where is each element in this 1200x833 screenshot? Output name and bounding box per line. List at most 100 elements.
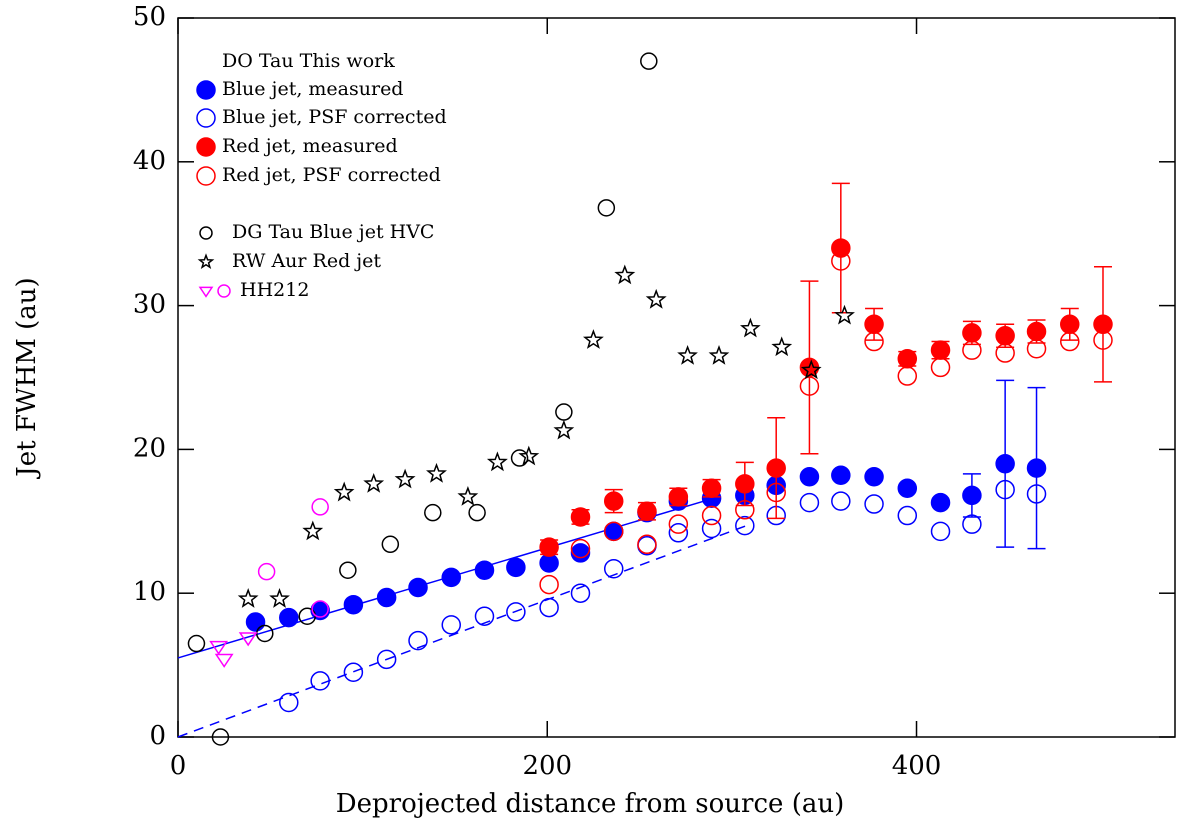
circle-marker	[831, 251, 851, 271]
circle-marker	[637, 501, 657, 521]
circle-marker	[1060, 314, 1080, 335]
star-marker	[834, 304, 855, 325]
circle-marker	[279, 692, 299, 713]
circle-marker	[962, 323, 982, 343]
star-marker	[677, 344, 698, 365]
circle-marker	[1026, 338, 1047, 359]
circle-marker	[962, 340, 982, 360]
circle-marker	[1093, 330, 1113, 350]
legend-label: Blue jet, PSF corrected	[222, 106, 447, 128]
circle-marker	[570, 583, 591, 603]
circle-marker	[668, 523, 689, 543]
y-tick-label: 50	[133, 2, 166, 32]
circle-marker	[668, 487, 689, 507]
star-marker	[582, 329, 604, 349]
legend-label: Red jet, measured	[222, 135, 398, 157]
circle-marker	[217, 284, 231, 298]
circle-marker	[603, 521, 624, 542]
circle-marker	[408, 630, 428, 651]
circle-marker	[962, 514, 982, 534]
circle-marker	[339, 561, 357, 579]
y-tick-label: 0	[149, 721, 166, 751]
circle-marker	[897, 366, 918, 386]
y-tick-label: 10	[133, 577, 166, 607]
circle-marker	[408, 577, 428, 598]
circle-marker	[897, 349, 918, 369]
circle-marker	[603, 559, 624, 579]
star-marker	[363, 472, 385, 493]
y-tick-label: 40	[133, 146, 166, 176]
circle-marker	[897, 505, 918, 526]
circle-marker	[831, 491, 851, 511]
circle-marker	[196, 166, 216, 186]
circle-marker	[381, 535, 400, 554]
circle-marker	[735, 474, 755, 494]
circle-marker	[995, 479, 1015, 500]
circle-marker	[897, 478, 918, 498]
circle-marker	[766, 458, 786, 478]
star-marker	[197, 253, 215, 270]
circle-marker	[995, 454, 1015, 474]
circle-marker	[1026, 458, 1047, 478]
circle-marker	[603, 491, 624, 511]
x-tick-label: 200	[522, 751, 572, 781]
circle-marker	[257, 562, 276, 581]
circle-marker	[930, 340, 951, 360]
circle-marker	[637, 535, 657, 556]
circle-marker	[376, 587, 397, 608]
circle-marker	[701, 478, 722, 498]
circle-marker	[196, 137, 216, 157]
legend-title: DO Tau This work	[222, 50, 395, 72]
legend-label: DG Tau Blue jet HVC	[232, 221, 434, 243]
star-marker	[302, 520, 324, 541]
star-marker	[237, 588, 259, 608]
circle-marker	[555, 403, 573, 421]
circle-marker	[930, 521, 951, 542]
circle-marker	[311, 600, 329, 618]
legend-label: HH212	[240, 279, 309, 301]
circle-marker	[735, 515, 755, 536]
circle-marker	[766, 482, 786, 503]
circle-marker	[539, 574, 559, 595]
circle-marker	[196, 80, 216, 100]
circle-marker	[799, 376, 820, 396]
star-marker	[645, 288, 667, 309]
circle-marker	[539, 597, 559, 618]
circle-marker	[597, 199, 616, 217]
circle-marker	[211, 728, 230, 746]
circle-marker	[799, 466, 820, 487]
x-tick-label: 400	[892, 751, 942, 781]
circle-marker	[187, 634, 206, 653]
x-tick-label: 0	[170, 751, 187, 781]
circle-marker	[343, 662, 364, 683]
circle-marker	[640, 52, 658, 70]
circle-marker	[864, 466, 884, 487]
triangle-marker	[214, 653, 234, 668]
circle-marker	[279, 607, 299, 628]
circle-marker	[570, 543, 591, 563]
plot-frame	[177, 17, 1176, 738]
circle-marker	[510, 449, 529, 467]
circle-marker	[343, 594, 364, 615]
star-marker	[614, 264, 636, 285]
star-marker	[333, 481, 355, 502]
legend-label: Red jet, PSF corrected	[222, 164, 441, 186]
star-marker	[457, 485, 479, 506]
fit-line	[177, 523, 751, 738]
circle-marker	[995, 326, 1015, 346]
star-marker	[771, 336, 793, 357]
circle-marker	[1026, 321, 1047, 342]
circle-marker	[474, 606, 495, 626]
star-marker	[800, 359, 822, 380]
circle-marker	[962, 485, 982, 506]
star-marker	[426, 462, 447, 483]
circle-marker	[310, 671, 330, 691]
legend-label: Blue jet, measured	[222, 78, 403, 100]
circle-marker	[474, 560, 495, 580]
circle-marker	[637, 534, 657, 555]
circle-marker	[256, 624, 274, 643]
circle-marker	[701, 505, 722, 526]
star-marker	[518, 445, 540, 466]
circle-marker	[1026, 484, 1047, 504]
